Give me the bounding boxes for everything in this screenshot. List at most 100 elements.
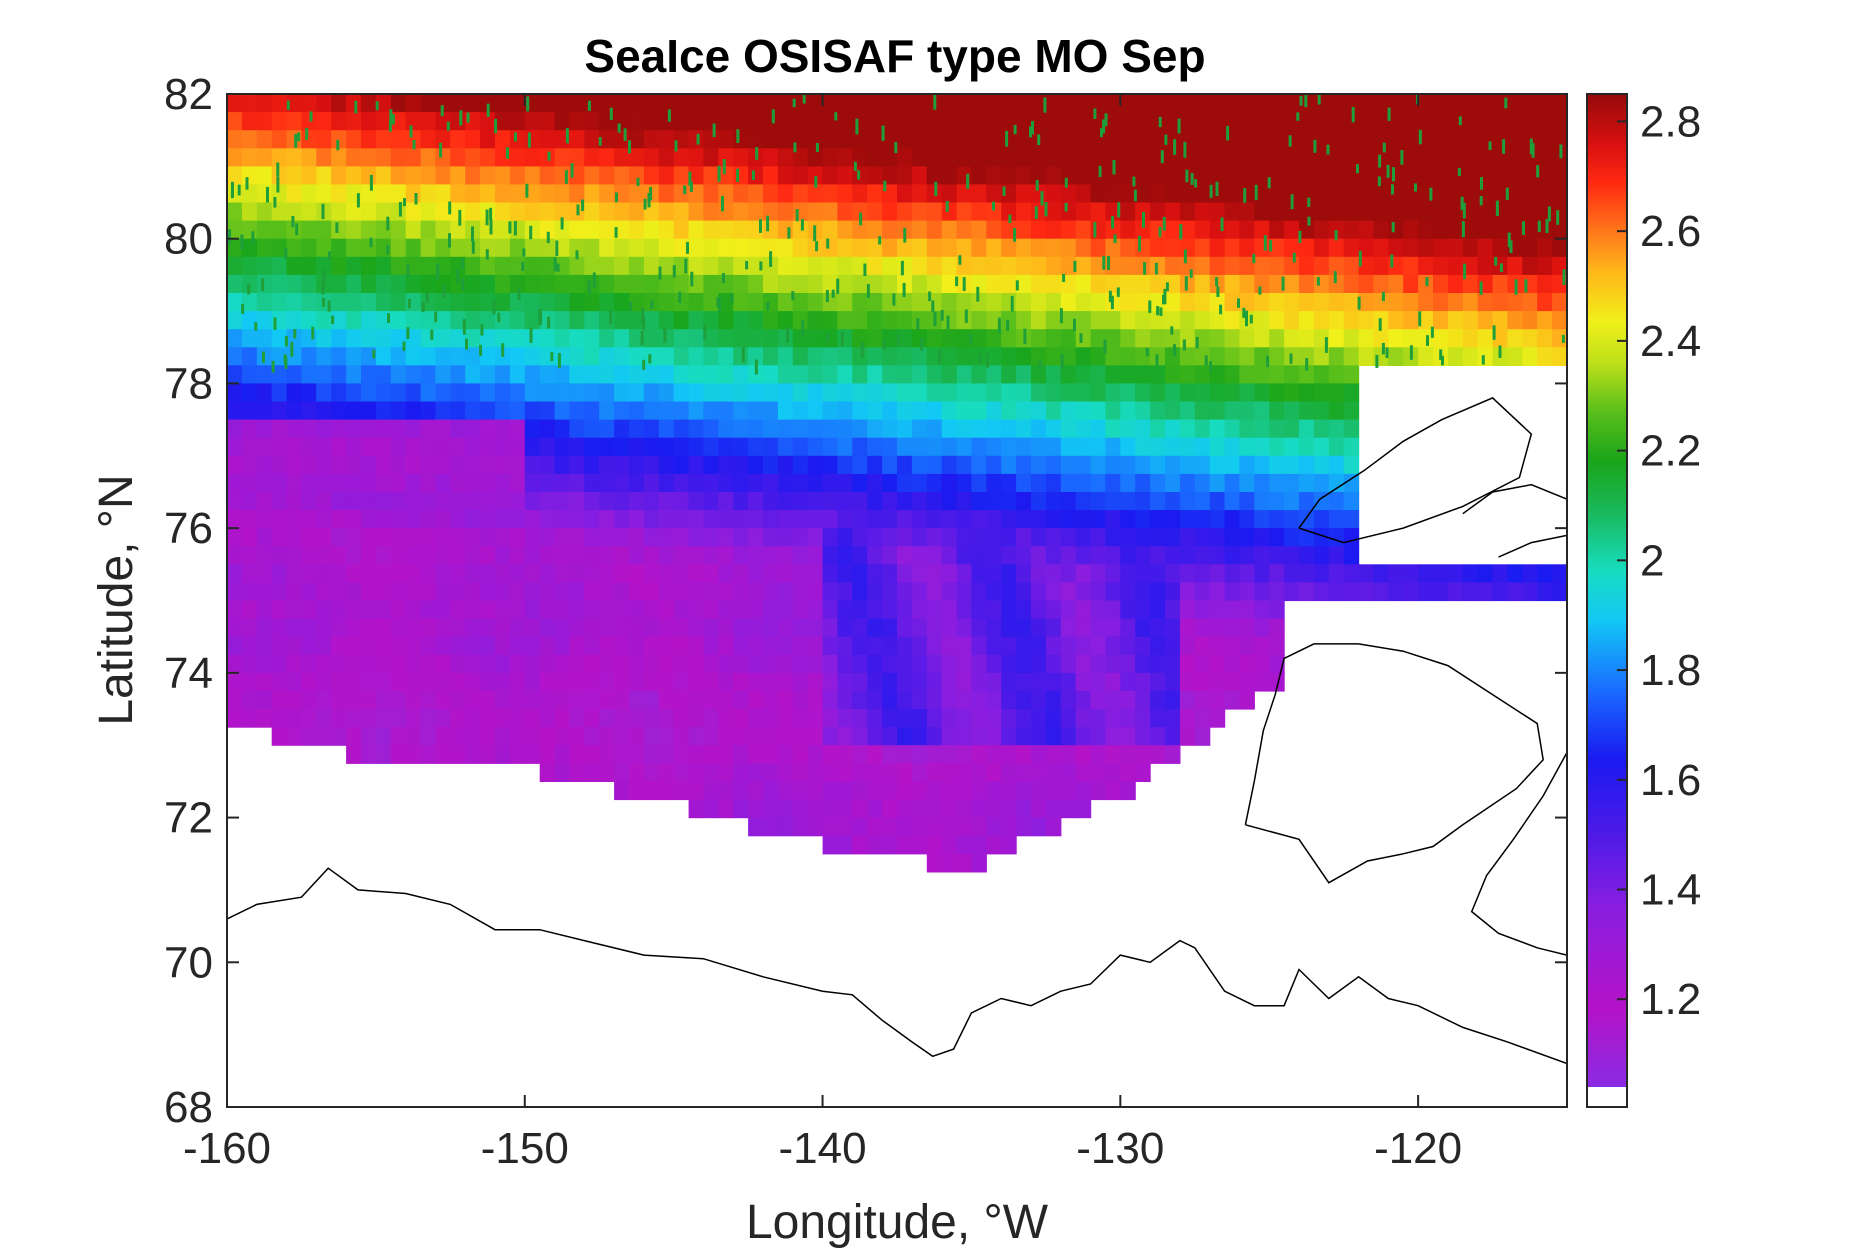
- heatmap-cell: [346, 94, 362, 113]
- heatmap-cell: [599, 274, 615, 294]
- heatmap-cell: [241, 329, 258, 348]
- heatmap-speckle: [1034, 206, 1038, 220]
- heatmap-cell: [509, 528, 526, 547]
- heatmap-cell: [331, 256, 347, 276]
- heatmap-speckle: [916, 318, 920, 331]
- heatmap-cell: [450, 690, 466, 710]
- heatmap-cell: [405, 347, 422, 366]
- heatmap-cell: [1031, 492, 1047, 511]
- heatmap-cell: [1537, 238, 1553, 258]
- heatmap-cell: [1060, 166, 1077, 186]
- heatmap-cell: [852, 184, 868, 204]
- heatmap-cell: [1090, 383, 1107, 403]
- heatmap-cell: [1105, 112, 1121, 131]
- heatmap-cell: [1537, 112, 1553, 131]
- heatmap-speckle: [1189, 269, 1193, 278]
- heatmap-cell: [1522, 564, 1538, 583]
- heatmap-speckle: [1073, 260, 1077, 272]
- heatmap-cell: [375, 546, 392, 565]
- heatmap-cell: [435, 636, 451, 656]
- heatmap-cell: [1522, 202, 1538, 222]
- heatmap-cell: [673, 329, 690, 348]
- heatmap-cell: [539, 546, 556, 565]
- heatmap-speckle: [955, 276, 959, 287]
- heatmap-cell: [286, 293, 303, 312]
- heatmap-cell: [629, 401, 645, 421]
- heatmap-speckle: [940, 309, 944, 321]
- heatmap-cell: [986, 492, 1002, 511]
- heatmap-cell: [1150, 238, 1166, 258]
- heatmap-speckle: [354, 100, 358, 114]
- heatmap-cell: [584, 672, 600, 692]
- heatmap-cell: [480, 564, 496, 583]
- heatmap-cell: [509, 311, 526, 330]
- heatmap-cell: [763, 799, 779, 819]
- heatmap-cell: [390, 166, 407, 186]
- heatmap-cell: [1239, 492, 1255, 511]
- heatmap-cell: [1031, 419, 1047, 439]
- heatmap-cell: [941, 365, 958, 384]
- heatmap-cell: [361, 618, 377, 638]
- heatmap-cell: [763, 618, 779, 638]
- heatmap-speckle: [228, 229, 232, 244]
- heatmap-cell: [1239, 220, 1255, 240]
- heatmap-cell: [1418, 94, 1434, 113]
- heatmap-cell: [1165, 492, 1181, 511]
- heatmap-cell: [822, 419, 839, 439]
- heatmap-cell: [1447, 347, 1464, 366]
- heatmap-cell: [1179, 528, 1196, 547]
- heatmap-cell: [1016, 347, 1032, 366]
- heatmap-cell: [495, 166, 511, 186]
- heatmap-cell: [1388, 184, 1404, 204]
- heatmap-cell: [361, 112, 377, 131]
- heatmap-cell: [897, 419, 913, 439]
- heatmap-cell: [837, 654, 853, 674]
- heatmap-cell: [539, 293, 556, 312]
- heatmap-speckle: [311, 326, 315, 340]
- heatmap-cell: [435, 329, 451, 348]
- heatmap-cell: [658, 690, 675, 710]
- heatmap-cell: [792, 510, 809, 529]
- heatmap-cell: [882, 817, 898, 837]
- heatmap-cell: [822, 202, 839, 222]
- heatmap-cell: [495, 564, 511, 583]
- heatmap-cell: [718, 347, 734, 366]
- heatmap-cell: [1150, 184, 1166, 204]
- heatmap-speckle: [1267, 177, 1271, 189]
- heatmap-cell: [837, 510, 853, 529]
- heatmap-cell: [733, 184, 749, 204]
- heatmap-cell: [911, 582, 928, 602]
- heatmap-cell: [286, 727, 303, 746]
- heatmap-cell: [882, 709, 898, 728]
- heatmap-cell: [1328, 582, 1345, 602]
- heatmap-cell: [316, 401, 332, 421]
- heatmap-cell: [599, 220, 615, 240]
- heatmap-cell: [718, 401, 734, 421]
- heatmap-cell: [1224, 166, 1241, 186]
- heatmap-cell: [405, 166, 422, 186]
- heatmap-cell: [941, 600, 958, 620]
- heatmap-cell: [465, 636, 481, 656]
- heatmap-cell: [346, 256, 362, 276]
- heatmap-cell: [658, 130, 675, 149]
- heatmap-cell: [1060, 202, 1077, 222]
- heatmap-cell: [986, 347, 1002, 366]
- heatmap-cell: [1090, 781, 1107, 801]
- heatmap-cell: [867, 130, 883, 149]
- heatmap-cell: [420, 473, 437, 493]
- heatmap-cell: [643, 166, 660, 186]
- heatmap-cell: [1209, 238, 1226, 258]
- heatmap-cell: [1328, 202, 1345, 222]
- heatmap-cell: [1373, 184, 1389, 204]
- heatmap-cell: [748, 727, 764, 746]
- heatmap-cell: [346, 455, 362, 475]
- heatmap-cell: [1045, 600, 1062, 620]
- heatmap-cell: [941, 329, 958, 348]
- heatmap-cell: [1254, 202, 1270, 222]
- heatmap-cell: [897, 528, 913, 547]
- heatmap-cell: [1194, 184, 1211, 204]
- heatmap-cell: [882, 274, 898, 294]
- heatmap-cell: [1254, 94, 1270, 113]
- colorbar-below-min-swatch: [1587, 1087, 1627, 1107]
- heatmap-cell: [1016, 528, 1032, 547]
